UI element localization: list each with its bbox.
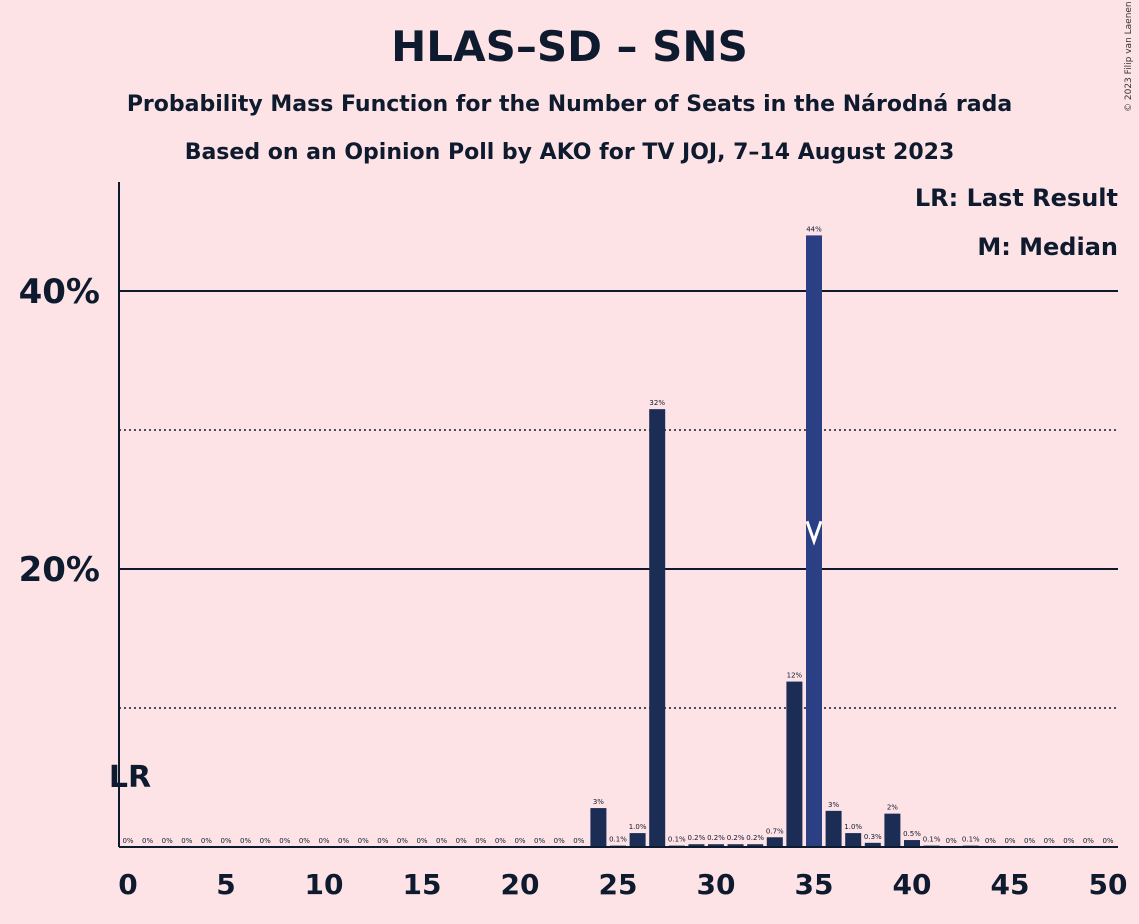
last-result-marker: LR [109,760,151,795]
bar-value-label: 0% [946,837,957,845]
bar-value-label: 0% [436,837,447,845]
x-tick-label: 15 [403,868,442,901]
bar [688,844,705,847]
bar-value-label: 0% [377,837,388,845]
bar-value-label: 0% [279,837,290,845]
bar-value-label: 3% [828,801,839,809]
x-tick-label: 50 [1089,868,1128,901]
bar [786,681,803,847]
chart-source: Based on an Opinion Poll by AKO for TV J… [184,140,955,165]
x-tick-label: 5 [216,868,235,901]
x-tick-label: 25 [599,868,638,901]
bar [590,808,607,847]
bar [904,840,920,847]
bar-value-label: 0% [985,837,996,845]
legend-last-result: LR: Last Result [914,184,1118,212]
x-tick-label: 40 [893,868,932,901]
bar [629,833,646,847]
bar [864,842,881,847]
bar-value-label: 12% [787,672,803,680]
bar [649,409,666,847]
bar-value-label: 0% [1083,837,1094,845]
bar-value-label: 1.0% [844,823,862,831]
bar-value-label: 0% [318,837,329,845]
bar-value-label: 0% [1102,837,1113,845]
bar-value-label: 0% [358,837,369,845]
bar-value-label: 0.3% [864,833,882,841]
bar-value-label: 0% [397,837,408,845]
bar-value-label: 0.1% [923,836,941,844]
bar [708,844,724,847]
bar-value-label: 0.1% [668,836,686,844]
bar-value-label: 0% [514,837,525,845]
bar-value-label: 0.5% [903,830,921,838]
bar-value-label: 0% [554,837,565,845]
bar-value-label: 0% [181,837,192,845]
bar-value-label: 3% [593,798,604,806]
bar-value-label: 0.1% [609,836,627,844]
bar-value-label: 0% [456,837,467,845]
x-tick-label: 30 [697,868,736,901]
bar-value-label: 0% [260,837,271,845]
bar [727,844,744,847]
bar [747,844,764,847]
bar [845,833,862,847]
legend-median: M: Median [977,233,1118,261]
x-tick-label: 10 [305,868,344,901]
bar-value-label: 0% [201,837,212,845]
median-marker [805,520,823,546]
bar [766,837,783,847]
bar [884,813,901,847]
bar-value-label: 0% [1024,837,1035,845]
bar-value-label: 44% [806,225,822,233]
bar-value-label: 0% [1044,837,1055,845]
bar-value-label: 0.2% [727,834,745,842]
bar-value-label: 0% [573,837,584,845]
bar-value-label: 0% [1063,837,1074,845]
bar-value-label: 0.1% [962,836,980,844]
x-tick-label: 20 [501,868,540,901]
bar-value-label: 2% [887,804,898,812]
y-tick-label: 20% [19,550,100,590]
bar-value-label: 0% [475,837,486,845]
x-tick-label: 0 [118,868,137,901]
bar-value-label: 0.2% [746,834,764,842]
bar-value-label: 1.0% [629,823,647,831]
chart-title: HLAS–SD – SNS [391,22,748,71]
bar-value-label: 0% [495,837,506,845]
bar-value-label: 0% [142,837,153,845]
y-tick-label: 40% [19,272,100,312]
chart-subtitle: Probability Mass Function for the Number… [126,92,1013,117]
bar-value-label: 0% [299,837,310,845]
bar-value-label: 0% [240,837,251,845]
bar-value-label: 0% [534,837,545,845]
x-tick-label: 35 [795,868,834,901]
bar-value-label: 0% [162,837,173,845]
bar-value-label: 0% [1004,837,1015,845]
x-tick-label: 45 [991,868,1030,901]
bar-value-label: 0% [338,837,349,845]
bar-value-label: 0.2% [688,834,706,842]
bar-value-label: 0% [416,837,427,845]
bar-value-label: 0% [220,837,231,845]
bar-value-label: 32% [649,399,665,407]
bar [825,810,842,847]
bar-value-label: 0.2% [707,834,725,842]
bar-value-label: 0% [122,837,133,845]
bar-value-label: 0.7% [766,827,784,835]
